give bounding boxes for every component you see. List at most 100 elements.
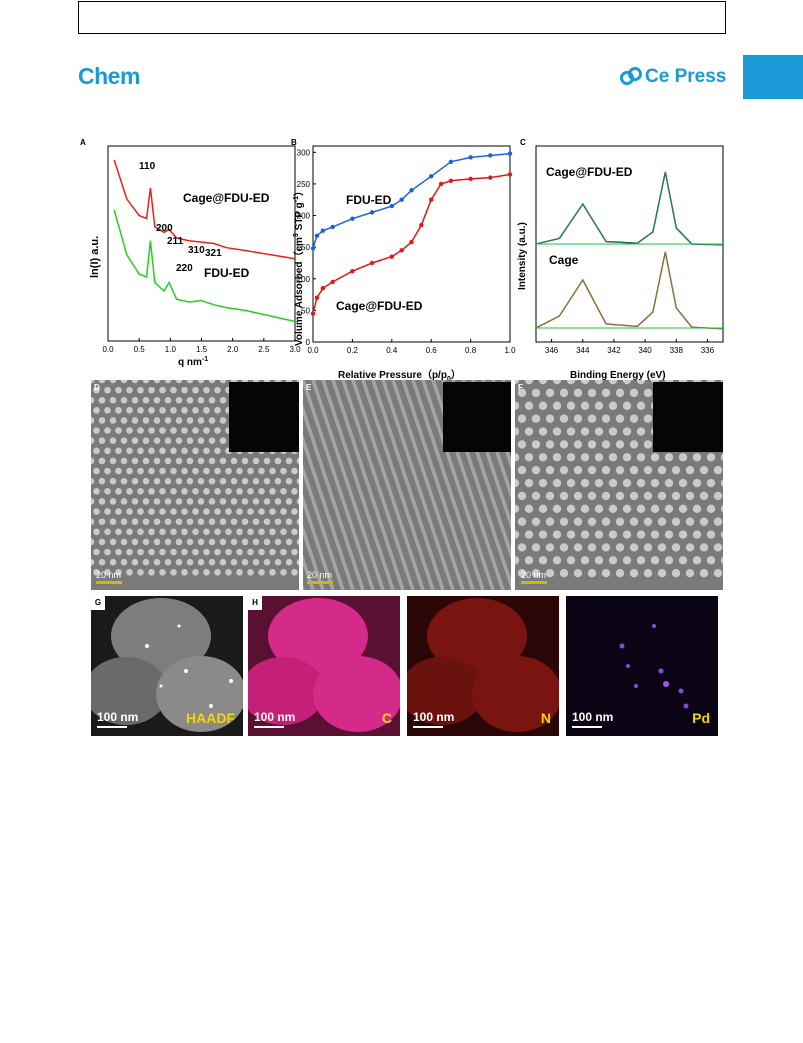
tem-d-pore — [181, 407, 188, 414]
tem-f-pore — [517, 569, 527, 578]
tem-f-pore — [566, 478, 576, 488]
tem-d-pore — [219, 498, 227, 505]
tem-d-pore — [131, 477, 139, 485]
tem-f-pore — [706, 478, 716, 488]
tem-f-pore — [671, 569, 681, 578]
tem-d-pore — [280, 568, 287, 576]
tem-f-pore — [643, 440, 653, 449]
tem-f-pore — [622, 478, 632, 488]
tem-d-pore — [153, 457, 161, 465]
tem-d-pore — [153, 437, 161, 445]
tem-f-pore — [587, 440, 597, 449]
panel-b-xtick-label-1: 0.2 — [347, 346, 359, 355]
tem-d-pore — [126, 488, 133, 495]
panel-h-nitrogen-particles — [407, 598, 559, 732]
tem-f-pore — [524, 478, 534, 488]
tem-d-pore — [247, 568, 254, 576]
tem-f-pore — [678, 530, 688, 539]
tem-d-pore — [296, 538, 299, 546]
tem-d-pore — [148, 508, 155, 515]
tem-e-stripe — [303, 464, 345, 590]
tem-f-pore — [573, 491, 583, 501]
tem-d-pore — [148, 568, 155, 576]
tem-d-pore — [197, 538, 205, 546]
tem-d-pore — [208, 538, 216, 546]
panel-h-label: H — [248, 596, 262, 610]
tem-d-pore — [137, 508, 144, 515]
tem-d-pore — [225, 488, 232, 495]
tem-d-pore — [291, 488, 298, 495]
tem-d-pore — [142, 477, 150, 485]
tem-d-pore — [214, 568, 221, 576]
tem-d-pore — [186, 538, 194, 546]
tem-d-pore — [131, 380, 139, 384]
tem-d-pore — [208, 437, 216, 445]
tem-d-pore — [164, 437, 172, 445]
tem-d-pore — [115, 386, 122, 394]
tem-d-pore — [230, 538, 238, 546]
tem-f-pore — [524, 380, 534, 385]
panel-b-point-0-1 — [314, 233, 320, 238]
panel-a-xtick-label-1: 0.5 — [134, 345, 146, 354]
tem-f-pore — [531, 517, 541, 526]
tem-d-pore — [186, 417, 194, 424]
tem-d-pore — [296, 478, 299, 485]
tem-d-pore — [291, 528, 298, 536]
tem-d-pore — [208, 498, 216, 505]
tem-f-pore — [594, 530, 604, 539]
panel-b-point-1-4 — [350, 268, 355, 274]
tem-f-pore — [664, 530, 674, 539]
tem-d-pore — [148, 528, 155, 536]
tem-d-pore — [120, 558, 128, 566]
tem-f-pore — [559, 569, 569, 578]
tem-d-pore — [98, 380, 106, 384]
panel-g-scale-bar — [97, 726, 127, 728]
tem-d-pore — [93, 568, 100, 576]
tem-f-pore — [608, 380, 618, 385]
tem-d-pore — [197, 380, 205, 384]
panel-a-series-cage: Cage@FDU-ED — [183, 191, 270, 205]
tem-f-pore — [524, 556, 534, 565]
tem-f-pore — [615, 465, 625, 475]
tem-e-stripe — [303, 434, 355, 590]
tem-d-pore — [186, 396, 194, 404]
panel-c-xtick-label-4: 338 — [670, 346, 684, 355]
tem-d-pore — [208, 417, 216, 424]
panel-h-palladium-scale-text: 100 nm — [572, 710, 614, 724]
tem-f-pore — [552, 478, 562, 488]
tem-f-pore — [636, 427, 646, 436]
peak-label-321: 321 — [205, 248, 222, 259]
panel-e-label: E — [306, 383, 312, 392]
panel-b-frame — [312, 145, 511, 343]
tem-f-pore — [545, 543, 555, 552]
tem-f-pore — [601, 388, 611, 398]
panel-b-point-1-12 — [448, 178, 454, 183]
tem-f-pore — [636, 504, 646, 513]
tem-d-pore — [296, 518, 299, 525]
tem-f-pore — [664, 453, 674, 462]
tem-d-pore — [164, 538, 172, 546]
tem-d-pore — [214, 488, 221, 495]
tem-d-pore — [225, 508, 232, 515]
tem-f-pore — [601, 517, 611, 526]
tem-d-pore — [192, 427, 199, 434]
panel-g-haadf-particles — [91, 598, 243, 732]
tem-d-pore — [142, 396, 150, 404]
panel-b-point-0-11 — [468, 155, 473, 160]
tem-f-pore — [608, 453, 618, 462]
tem-d-pore — [230, 558, 238, 566]
tem-d-pore — [252, 558, 260, 566]
tem-f-pore — [517, 388, 527, 398]
tem-f-pore — [664, 504, 674, 513]
tem-f-pore — [706, 556, 716, 565]
tem-d-pore — [148, 467, 155, 475]
tem-d-pore — [203, 508, 210, 515]
panel-b-point-0-0 — [310, 246, 316, 251]
tem-d-pore — [208, 477, 216, 485]
tem-f-pore — [524, 427, 534, 436]
panel-e-tem-image: E 20 nm — [303, 380, 511, 590]
panel-b-x-ticks: 0.0 0.2 0.4 0.6 0.8 1.0 — [307, 339, 516, 355]
tem-d-pore — [203, 488, 210, 495]
tem-d-pore — [137, 467, 144, 475]
tem-f-pore — [643, 491, 653, 501]
